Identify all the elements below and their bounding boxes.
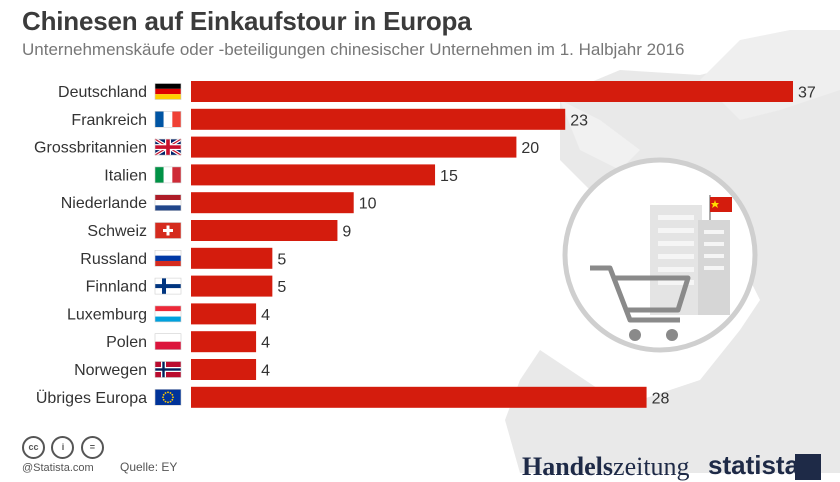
bar — [191, 192, 354, 214]
statista-logo-mark-icon — [795, 454, 821, 480]
cc-icon: cc — [22, 436, 45, 459]
category-label: Finnland — [86, 279, 147, 296]
france-flag-icon — [154, 111, 182, 128]
bar — [191, 108, 566, 130]
chart-subtitle: Unternehmenskäufe oder -beteiligungen ch… — [22, 40, 685, 59]
netherlands-flag-icon — [154, 194, 182, 211]
value-label: 5 — [277, 251, 286, 268]
finland-flag-icon — [154, 277, 182, 295]
value-label: 4 — [261, 307, 270, 324]
bar — [191, 164, 436, 186]
value-label: 5 — [277, 279, 286, 296]
chart-title: Chinesen auf Einkaufstour in Europa — [22, 6, 472, 36]
brand-part-b: zeitung — [613, 452, 690, 481]
category-label: Frankreich — [71, 112, 147, 129]
category-label: Norwegen — [74, 362, 147, 379]
category-label: Deutschland — [58, 84, 147, 101]
value-label: 15 — [440, 168, 458, 185]
category-label: Russland — [80, 251, 147, 268]
statista-logo: statista — [708, 450, 800, 480]
bar — [191, 220, 338, 241]
value-label: 20 — [521, 140, 539, 157]
by-icon: i — [51, 436, 75, 459]
bar — [191, 359, 257, 380]
shopping-cart-icon — [590, 265, 691, 323]
bar — [191, 247, 273, 269]
bar — [191, 331, 257, 353]
category-label: Luxemburg — [67, 306, 147, 323]
china-flag-icon — [710, 197, 732, 212]
value-label: 4 — [261, 363, 270, 380]
norway-flag-icon — [154, 361, 182, 378]
value-label: 4 — [261, 335, 270, 352]
category-label: Italien — [104, 167, 147, 184]
building-back-icon — [650, 205, 702, 315]
bar — [191, 136, 517, 158]
switzerland-flag-icon — [154, 222, 182, 239]
italy-flag-icon — [154, 166, 182, 184]
nd-icon: = — [80, 436, 104, 459]
value-label: 37 — [798, 85, 816, 102]
handelszeitung-logo: Handelszeitung — [522, 452, 690, 482]
russia-flag-icon — [154, 250, 182, 267]
germany-flag-icon — [154, 83, 182, 100]
bar — [191, 275, 273, 297]
luxembourg-flag-icon — [154, 305, 182, 323]
value-label: 10 — [359, 196, 377, 213]
copyright-text: @Statista.com — [22, 462, 94, 474]
poland-flag-icon — [154, 333, 182, 351]
category-label: Polen — [106, 334, 147, 351]
uk-flag-icon — [154, 137, 182, 157]
value-label: 23 — [570, 112, 588, 129]
brand-part-a: Handels — [522, 452, 614, 481]
bar — [191, 303, 257, 325]
value-label: 9 — [342, 224, 351, 241]
bar — [191, 386, 647, 408]
category-label: Grossbritannien — [34, 140, 147, 157]
license-icons: cc i = — [22, 436, 106, 459]
eu-flag-icon — [154, 388, 182, 406]
source-text: Quelle: EY — [120, 460, 178, 474]
bar — [191, 81, 793, 102]
category-label: Schweiz — [87, 223, 147, 240]
category-label: Niederlande — [61, 195, 147, 212]
category-label: Übriges Europa — [36, 389, 147, 407]
value-label: 28 — [652, 390, 670, 407]
shopping-cart-building-illustration — [562, 157, 758, 353]
